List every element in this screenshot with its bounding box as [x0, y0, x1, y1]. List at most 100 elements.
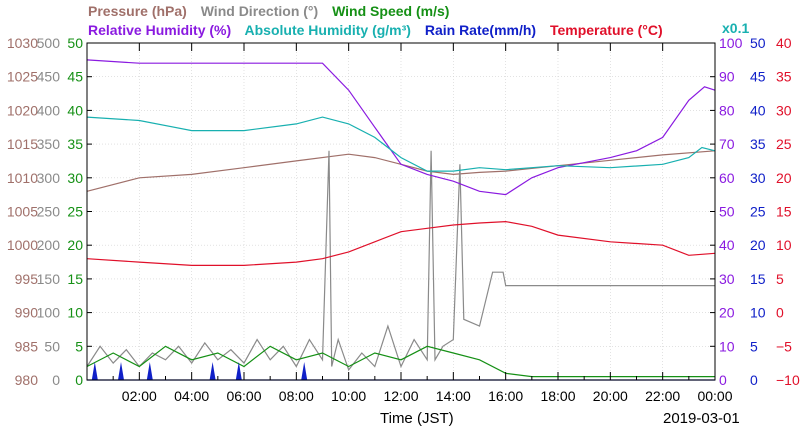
y-tick-label-wind-direction: 400 — [37, 102, 61, 118]
series-line-wind-direction — [86, 150, 715, 372]
y-tick-label-pressure: 1010 — [7, 170, 38, 186]
rain-spike — [91, 362, 98, 380]
legend-wind-direction: Wind Direction (°) — [201, 3, 318, 19]
y-tick-label-rain-rate: 40 — [750, 102, 766, 118]
date-label: 2019-03-01 — [663, 410, 740, 427]
y-tick-label-pressure: 1030 — [7, 35, 38, 51]
legend-relative-humidity: Relative Humidity (%) — [88, 22, 231, 38]
legend-rain-rate: Rain Rate(mm/h) — [425, 22, 536, 38]
y-tick-label-rain-rate: 0 — [750, 372, 758, 388]
y-tick-label-relative-humidity: 90 — [719, 69, 735, 85]
y-tick-label-temperature: 25 — [776, 136, 792, 152]
y-tick-label-temperature: −10 — [776, 372, 800, 388]
x-tick-label: 10:00 — [331, 388, 366, 404]
y-tick-label-temperature: 10 — [776, 237, 792, 253]
y-tick-label-relative-humidity: 100 — [719, 35, 743, 51]
y-tick-label-wind-speed: 45 — [67, 69, 83, 85]
y-tick-label-rain-rate: 50 — [750, 35, 766, 51]
rain-spike — [118, 362, 124, 380]
x-tick-label: 18:00 — [540, 388, 575, 404]
y-tick-label-relative-humidity: 0 — [719, 372, 727, 388]
axis-layer: 9809859909951000100510101015102010251030… — [7, 35, 800, 404]
y-tick-label-rain-rate: 30 — [750, 170, 766, 186]
series-line-temperature-c — [86, 220, 716, 266]
x-tick-label: 12:00 — [383, 388, 418, 404]
y-tick-label-pressure: 1005 — [7, 204, 38, 220]
legend-row-1: Pressure (hPa) Wind Direction (°) Wind S… — [88, 3, 449, 19]
y-tick-label-wind-direction: 200 — [37, 237, 61, 253]
y-tick-label-pressure: 990 — [15, 305, 39, 321]
y-tick-label-relative-humidity: 70 — [719, 136, 735, 152]
y-tick-label-wind-direction: 100 — [37, 305, 61, 321]
y-tick-label-wind-direction: 450 — [37, 69, 61, 85]
y-tick-label-wind-direction: 350 — [37, 136, 61, 152]
x-tick-label: 00:00 — [697, 388, 732, 404]
y-tick-label-wind-direction: 500 — [37, 35, 61, 51]
y-tick-label-temperature: −5 — [776, 338, 792, 354]
x-tick-label: 16:00 — [488, 388, 523, 404]
y-tick-label-wind-speed: 50 — [67, 35, 83, 51]
grid-lines — [87, 43, 715, 380]
y-tick-label-wind-speed: 40 — [67, 102, 83, 118]
x-tick-label: 04:00 — [174, 388, 209, 404]
y-tick-label-wind-direction: 0 — [52, 372, 60, 388]
y-tick-label-rain-rate: 20 — [750, 237, 766, 253]
y-tick-label-relative-humidity: 30 — [719, 271, 735, 287]
y-tick-label-temperature: 35 — [776, 69, 792, 85]
series-line-absolute-humidity-g-m — [86, 116, 716, 172]
x-axis-label: Time (JST) — [380, 410, 454, 427]
y-tick-label-relative-humidity: 20 — [719, 305, 735, 321]
y-tick-label-wind-speed: 25 — [67, 204, 83, 220]
y-tick-label-pressure: 1020 — [7, 102, 38, 118]
y-tick-label-temperature: 5 — [776, 271, 784, 287]
rain-spike — [209, 362, 216, 380]
y-tick-label-relative-humidity: 10 — [719, 338, 735, 354]
rain-spike — [301, 362, 308, 380]
legend-multiplier: x0.1 — [722, 20, 749, 36]
y-tick-label-rain-rate: 5 — [750, 338, 758, 354]
y-tick-label-rain-rate: 25 — [750, 204, 766, 220]
x-tick-label: 20:00 — [593, 388, 628, 404]
y-tick-label-relative-humidity: 40 — [719, 237, 735, 253]
y-tick-label-wind-speed: 30 — [67, 170, 83, 186]
y-tick-label-wind-speed: 5 — [75, 338, 83, 354]
y-tick-label-rain-rate: 45 — [750, 69, 766, 85]
legend-row-2: Relative Humidity (%) Absolute Humidity … — [88, 22, 663, 38]
y-tick-label-pressure: 985 — [15, 338, 39, 354]
series-line-wind-speed-m-s — [86, 345, 715, 378]
y-tick-label-temperature: 15 — [776, 204, 792, 220]
y-tick-label-temperature: 30 — [776, 102, 792, 118]
x-tick-label: 06:00 — [226, 388, 261, 404]
legend-pressure: Pressure (hPa) — [88, 3, 187, 19]
y-tick-label-wind-speed: 0 — [75, 372, 83, 388]
series-line-relative-humidity — [86, 59, 716, 196]
y-tick-label-wind-speed: 15 — [67, 271, 83, 287]
y-tick-label-wind-direction: 250 — [37, 204, 61, 220]
x-tick-label: 22:00 — [645, 388, 680, 404]
y-tick-label-pressure: 1025 — [7, 69, 38, 85]
rain-spike — [146, 362, 153, 380]
y-tick-label-temperature: 40 — [776, 35, 792, 51]
y-tick-label-pressure: 1015 — [7, 136, 38, 152]
legend-absolute-humidity: Absolute Humidity (g/m³) — [245, 22, 411, 38]
x-tick-label: 08:00 — [279, 388, 314, 404]
legend-temperature: Temperature (°C) — [550, 22, 663, 38]
y-tick-label-wind-speed: 10 — [67, 305, 83, 321]
y-tick-label-relative-humidity: 80 — [719, 102, 735, 118]
y-tick-label-rain-rate: 10 — [750, 305, 766, 321]
y-tick-label-wind-speed: 20 — [67, 237, 83, 253]
y-tick-label-pressure: 1000 — [7, 237, 38, 253]
y-tick-label-relative-humidity: 60 — [719, 170, 735, 186]
y-tick-label-relative-humidity: 50 — [719, 204, 735, 220]
legend-wind-speed: Wind Speed (m/s) — [332, 3, 449, 19]
y-tick-label-wind-direction: 300 — [37, 170, 61, 186]
rain-spike — [235, 362, 242, 380]
y-tick-label-pressure: 995 — [15, 271, 39, 287]
y-tick-label-wind-direction: 150 — [37, 271, 61, 287]
x-tick-label: 14:00 — [436, 388, 471, 404]
y-tick-label-pressure: 980 — [15, 372, 39, 388]
y-tick-label-rain-rate: 35 — [750, 136, 766, 152]
y-tick-label-rain-rate: 15 — [750, 271, 766, 287]
x-tick-label: 02:00 — [122, 388, 157, 404]
